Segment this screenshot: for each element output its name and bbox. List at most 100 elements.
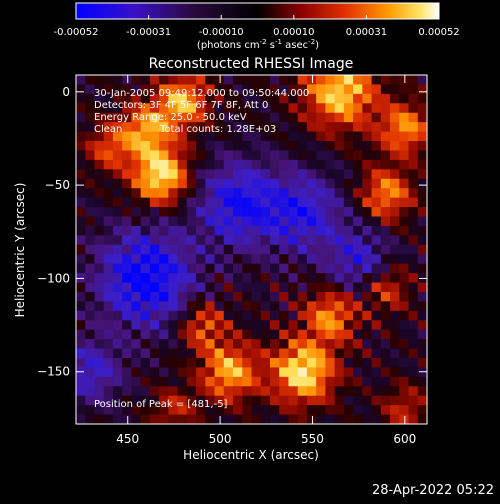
image-cell xyxy=(353,395,363,406)
image-cell xyxy=(233,339,243,350)
image-cell xyxy=(168,273,179,284)
image-cell xyxy=(362,188,373,199)
image-cell xyxy=(380,310,391,321)
image-cell xyxy=(371,329,382,340)
image-cell xyxy=(94,103,105,114)
image-cell xyxy=(399,207,410,217)
image-cell xyxy=(76,301,86,312)
image-cell xyxy=(159,254,169,265)
image-cell xyxy=(417,188,427,199)
image-cell xyxy=(279,405,289,416)
image-cell xyxy=(186,263,197,274)
image-cell xyxy=(251,376,262,387)
image-cell xyxy=(103,376,114,387)
image-cell xyxy=(168,188,179,199)
image-cell xyxy=(177,141,188,151)
image-cell xyxy=(131,131,142,142)
image-cell xyxy=(316,263,326,274)
image-cell xyxy=(288,339,299,350)
image-cell xyxy=(334,150,345,161)
image-cell xyxy=(260,301,271,312)
image-cell xyxy=(242,386,252,397)
image-cell xyxy=(316,282,326,293)
image-cell xyxy=(408,235,419,246)
image-cell xyxy=(242,169,252,180)
image-cell xyxy=(186,93,197,104)
image-cell xyxy=(112,188,123,199)
image-cell xyxy=(186,112,197,123)
image-cell xyxy=(205,103,216,114)
image-cell xyxy=(417,207,427,217)
image-cell xyxy=(214,188,225,199)
image-cell xyxy=(94,320,105,331)
image-cell xyxy=(288,112,299,123)
image-cell xyxy=(94,405,105,416)
image-cell xyxy=(223,339,234,350)
image-cell xyxy=(233,386,243,397)
image-cell xyxy=(334,254,345,265)
image-cell xyxy=(242,320,252,331)
image-cell xyxy=(353,273,363,284)
image-cell xyxy=(417,131,427,142)
image-cell xyxy=(85,178,95,189)
image-cell xyxy=(103,320,114,331)
image-cell xyxy=(196,310,206,321)
image-cell xyxy=(205,93,216,104)
image-cell xyxy=(140,84,151,95)
image-cell xyxy=(122,395,132,406)
image-cell xyxy=(297,103,308,114)
image-cell xyxy=(316,348,326,359)
image-cell xyxy=(269,282,280,293)
image-cell xyxy=(168,339,179,350)
image-cell xyxy=(260,329,271,340)
image-cell xyxy=(76,122,86,133)
image-cell xyxy=(260,131,271,142)
image-cell xyxy=(177,131,188,142)
image-cell xyxy=(306,405,317,416)
image-cell xyxy=(242,150,252,161)
image-cell xyxy=(343,197,354,208)
image-cell xyxy=(149,188,160,199)
image-cell xyxy=(325,112,336,123)
image-cell xyxy=(196,103,206,114)
image-cell xyxy=(390,131,400,142)
image-cell xyxy=(85,150,95,161)
image-cell xyxy=(408,178,419,189)
image-cell xyxy=(325,310,336,321)
image-cell xyxy=(399,329,410,340)
image-cell xyxy=(380,122,391,133)
image-cell xyxy=(85,273,95,284)
image-cell xyxy=(316,178,326,189)
image-cell xyxy=(205,122,216,133)
image-cell xyxy=(112,84,123,95)
image-cell xyxy=(76,405,86,416)
image-cell xyxy=(353,414,363,424)
image-cell xyxy=(168,329,179,340)
image-cell xyxy=(251,169,262,180)
image-cell xyxy=(112,291,123,302)
image-cell xyxy=(269,339,280,350)
image-cell xyxy=(380,348,391,359)
image-cell xyxy=(297,395,308,406)
colorbar-ticks: -0.00052 -0.00031 -0.00010 0.00010 0.00031 0.… xyxy=(54,15,460,38)
image-cell xyxy=(214,329,225,340)
image-cell xyxy=(306,197,317,208)
image-cell xyxy=(140,150,151,161)
image-cell xyxy=(159,159,169,170)
image-cell xyxy=(131,141,142,151)
image-cell xyxy=(306,169,317,180)
image-cell xyxy=(334,188,345,199)
image-cell xyxy=(112,131,123,142)
image-cell xyxy=(103,159,114,170)
image-cell xyxy=(177,75,188,85)
image-cell xyxy=(168,348,179,359)
image-cell xyxy=(399,254,410,265)
image-cell xyxy=(168,282,179,293)
image-cell xyxy=(131,159,142,170)
image-cell xyxy=(260,178,271,189)
image-cell xyxy=(159,320,169,331)
image-cell xyxy=(186,320,197,331)
image-cell xyxy=(260,169,271,180)
image-cell xyxy=(233,320,243,331)
image-cell xyxy=(334,386,345,397)
